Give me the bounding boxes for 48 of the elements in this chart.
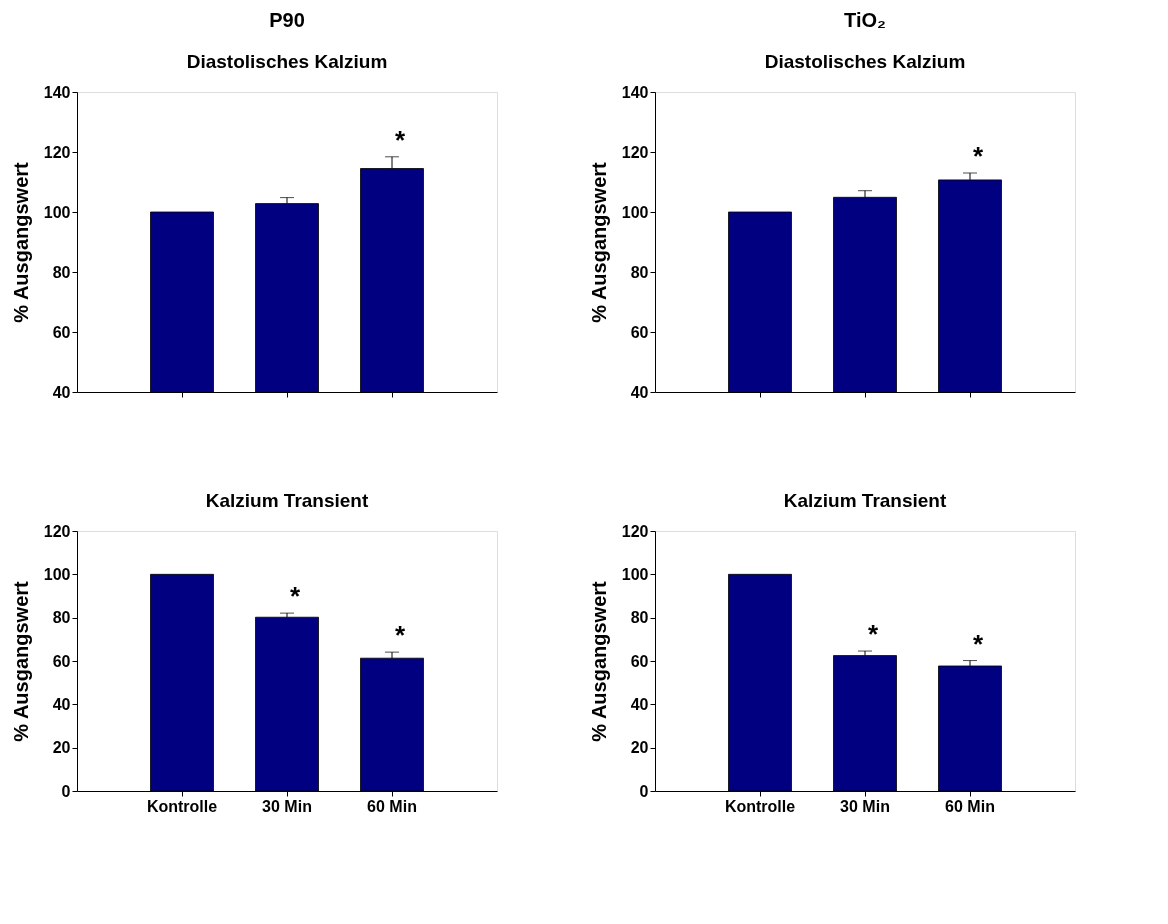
y-tick-label: 100 (43, 203, 71, 221)
annotation: * (867, 619, 879, 650)
y-tick-label: 140 (43, 83, 71, 101)
y-axis-title: % Ausgangswert (587, 161, 610, 323)
x-tick-label: Kontrolle (724, 797, 796, 815)
chart-title: Kalzium Transient (783, 490, 947, 511)
x-tick-label: 30 Min (840, 797, 890, 815)
y-tick-label: 40 (52, 695, 71, 713)
y-tick-label: 120 (621, 143, 649, 161)
y-tick-label: 60 (52, 652, 71, 670)
x-tick-label: 30 Min (262, 797, 312, 815)
y-tick-label: 60 (52, 323, 71, 341)
annotation: * (972, 628, 984, 659)
y-tick-label: 120 (621, 522, 649, 540)
chart-title: P90 (269, 9, 305, 31)
x-tick-label: Kontrolle (146, 797, 218, 815)
y-axis-title: % Ausgangswert (9, 580, 32, 742)
annotation: * (394, 124, 406, 155)
chart-title: TiO₂ (844, 9, 886, 31)
y-tick-label: 60 (630, 323, 649, 341)
chart-title: Kalzium Transient (205, 490, 369, 511)
y-tick-label: 0 (61, 782, 71, 800)
y-tick-label: 40 (630, 383, 649, 401)
y-tick-label: 40 (630, 695, 649, 713)
x-tick-label: 60 Min (367, 797, 417, 815)
y-tick-label: 100 (621, 203, 649, 221)
chart-subtitle: Diastolisches Kalzium (764, 51, 966, 72)
y-axis-title: % Ausgangswert (587, 580, 610, 742)
x-tick-label: 60 Min (945, 797, 995, 815)
annotation: * (394, 620, 406, 651)
y-tick-label: 140 (621, 83, 649, 101)
y-tick-label: 100 (43, 565, 71, 583)
y-tick-label: 40 (52, 383, 71, 401)
y-tick-label: 60 (630, 652, 649, 670)
y-tick-label: 20 (52, 739, 71, 757)
y-tick-label: 80 (52, 609, 71, 627)
y-tick-label: 0 (639, 782, 649, 800)
y-tick-label: 80 (630, 263, 649, 281)
chart-subtitle: Diastolisches Kalzium (186, 51, 388, 72)
y-tick-label: 120 (43, 143, 71, 161)
annotation: * (972, 141, 984, 171)
y-axis-title: % Ausgangswert (9, 161, 32, 323)
y-tick-label: 120 (43, 522, 71, 540)
y-tick-label: 80 (52, 263, 71, 281)
y-tick-label: 20 (630, 739, 649, 757)
y-tick-label: 100 (621, 565, 649, 583)
annotation: * (289, 581, 301, 612)
y-tick-label: 80 (630, 609, 649, 627)
